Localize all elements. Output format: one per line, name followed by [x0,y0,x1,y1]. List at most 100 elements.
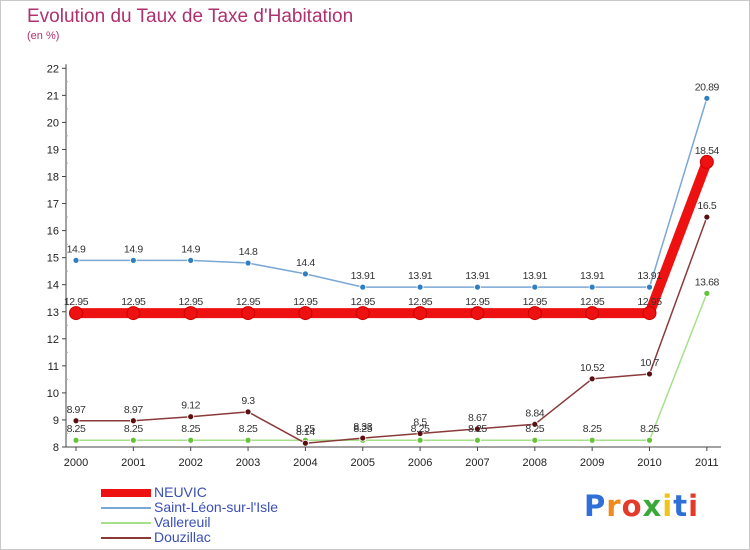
brand-letter: x [642,489,663,523]
data-point [474,283,481,291]
data-label: 14.4 [296,257,315,269]
x-tick-label: 2002 [178,457,202,469]
data-point [416,436,424,444]
data-label: 8.33 [353,421,372,433]
y-tick-label: 18 [47,172,59,184]
y-tick-label: 19 [47,144,59,156]
data-point [585,306,600,321]
legend-item-neuvic[interactable]: NEUVIC [101,485,278,500]
y-tick-label: 12 [47,334,59,346]
data-label: 13.91 [351,270,376,282]
y-tick-label: 20 [47,117,59,129]
series-line-saint-l-on-sur-l-isle [75,97,708,288]
data-label: 8.25 [525,423,544,435]
data-label: 8.25 [353,423,372,435]
data-point [126,306,141,321]
data-label: 13.91 [580,270,605,282]
series-line-vallereuil [75,292,708,441]
data-point [646,283,653,291]
series-line-neuvic [71,156,712,319]
data-label: 12.95 [121,296,146,308]
data-point [187,413,195,421]
data-point [527,306,542,321]
data-label: 12.95 [580,296,605,308]
data-label: 8.25 [640,423,659,435]
data-point [588,283,596,291]
data-label: 10.7 [640,357,659,369]
data-label: 14.8 [239,246,258,258]
data-label: 8.25 [583,423,602,435]
series-line-douzillac [75,216,708,444]
x-tick-label: 2000 [64,457,88,469]
x-tick-label: 2006 [408,457,432,469]
data-point [183,306,198,321]
data-label: 20.89 [695,81,720,93]
data-label: 12.95 [637,296,662,308]
data-point [187,436,195,444]
data-label: 12.95 [64,296,89,308]
data-label: 12.95 [351,296,376,308]
data-label: 13.91 [465,270,490,282]
legend-item-douzillac[interactable]: Douzillac [101,530,278,545]
data-label: 8.25 [239,423,258,435]
data-label: 8.25 [411,423,430,435]
data-point [474,425,481,433]
data-label: 8.84 [525,407,544,419]
proxiti-logo: Proxiti [584,489,699,523]
y-tick-label: 14 [47,280,59,292]
data-label: 8.14 [296,426,315,438]
data-point [531,420,539,428]
data-point [187,256,195,264]
y-tick-label: 11 [48,361,59,373]
brand-letter: t [673,489,689,523]
y-tick-label: 22 [47,63,59,75]
data-label: 8.67 [468,412,487,424]
chart-subtitle: (en %) [27,30,60,42]
data-point [531,436,539,444]
brand-letter: o [621,489,643,523]
data-label: 18.54 [695,145,720,157]
data-point [72,436,80,444]
data-point [588,436,596,444]
data-point [129,256,137,264]
data-label: 8.25 [67,423,86,435]
legend-swatch-saint-leon [101,506,151,509]
x-tick-label: 2007 [465,457,489,469]
y-tick-label: 21 [47,90,59,102]
data-label: 8.5 [413,416,427,428]
data-label: 16.5 [697,200,716,212]
data-point [646,370,653,378]
brand-letter: i [662,489,674,523]
data-label: 9.12 [181,400,200,412]
legend: NEUVIC Saint-Léon-sur-l'Isle Vallereuil … [101,485,278,545]
data-point [474,436,481,444]
data-label: 8.25 [296,423,315,435]
data-point [703,289,711,297]
legend-item-saint-leon[interactable]: Saint-Léon-sur-l'Isle [101,500,278,515]
legend-item-vallereuil[interactable]: Vallereuil [101,515,278,530]
data-point [703,213,711,221]
data-label: 8.97 [67,404,86,416]
data-point [69,306,83,321]
x-tick-label: 2003 [236,457,260,469]
y-tick-label: 10 [47,388,59,400]
x-tick-label: 2010 [637,457,661,469]
data-point [244,436,252,444]
data-point [244,408,252,416]
x-tick-label: 2004 [293,457,317,469]
data-label: 12.95 [179,296,204,308]
data-point [703,94,711,102]
data-point [646,436,653,444]
data-point [298,306,313,321]
data-point [699,154,714,169]
legend-label-douzillac: Douzillac [154,529,211,545]
brand-letter: P [584,489,607,523]
data-label: 14.9 [67,243,86,255]
y-tick-label: 13 [47,307,59,319]
x-tick-label: 2009 [580,457,604,469]
legend-label-neuvic: NEUVIC [154,484,207,500]
data-point [531,283,539,291]
data-label: 13.68 [695,276,720,288]
data-label: 12.95 [465,296,490,308]
